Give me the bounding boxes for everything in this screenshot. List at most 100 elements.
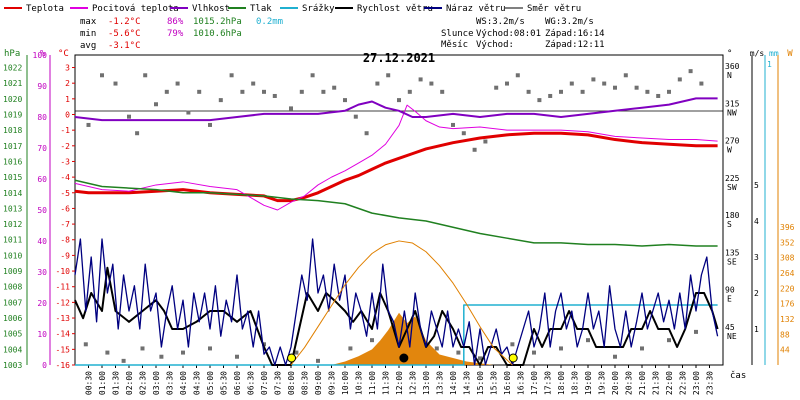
wind-dir-point	[218, 98, 223, 103]
wm2-tick-label: 176	[780, 300, 795, 309]
wm2-tick-label: 396	[780, 223, 795, 232]
dir-compass-label: SW	[727, 183, 737, 192]
dir-compass-label: NE	[727, 332, 737, 341]
degc-tick-label: 0	[65, 110, 70, 119]
wind-dir-point	[407, 89, 412, 94]
time-tick-label: 03:30	[166, 371, 175, 395]
wind-dir-point	[251, 81, 256, 86]
sun-label: Slunce	[441, 29, 474, 39]
wind-dir-point	[316, 358, 320, 363]
time-tick-label: 19:30	[598, 371, 607, 395]
wind-dir-point	[208, 346, 212, 351]
wind-dir-point	[348, 346, 353, 351]
degc-tick-label: -3	[60, 157, 70, 166]
time-tick-label: 01:30	[112, 371, 121, 395]
degc-tick-label: 3	[65, 64, 70, 73]
wind-dir-point	[667, 89, 671, 94]
moon-label: Měsíc	[441, 40, 468, 50]
wind-dir-point	[343, 98, 347, 103]
time-tick-label: 23:30	[706, 371, 715, 395]
stat-avg-label: avg	[80, 41, 96, 51]
time-tick-label: 18:30	[571, 371, 580, 395]
time-tick-label: 16:30	[517, 371, 526, 395]
wind-dir-point	[667, 338, 671, 343]
legend-label: Pocitová teplota	[92, 4, 179, 14]
stat-max-press: 1015.2hPa	[193, 17, 242, 27]
time-tick-label: 13:00	[422, 371, 431, 395]
time-tick-label: 16:00	[503, 371, 512, 395]
wind-dir-point	[235, 354, 239, 359]
hpa-tick-label: 1016	[3, 157, 22, 166]
ms-tick-label: 3	[754, 253, 759, 262]
stat-avg-temp: -3.1°C	[108, 41, 141, 51]
moonset-marker	[399, 353, 409, 363]
time-tick-label: 01:00	[98, 371, 107, 395]
wind-dir-point	[591, 77, 596, 82]
wind-dir-point	[440, 89, 445, 94]
time-tick-label: 20:00	[611, 371, 620, 395]
wind-dir-point	[434, 346, 439, 351]
hpa-tick-label: 1014	[3, 189, 22, 198]
wind-dir-point	[451, 122, 455, 127]
wind-dir-point	[456, 350, 461, 355]
wind-dir-point	[127, 114, 131, 119]
wind-dir-point	[478, 356, 482, 361]
time-tick-label: 05:30	[220, 371, 229, 395]
hpa-tick-label: 1003	[3, 361, 22, 370]
series-teplota	[74, 131, 718, 203]
dir-tick-label: 270	[725, 137, 740, 146]
time-tick-label: 05:00	[206, 371, 215, 395]
chart-legend: Teplota Pocitová teplota Vlhkost Tlak Srážky…	[4, 4, 581, 14]
time-tick-label: 02:30	[139, 371, 148, 395]
time-tick-label: 09:00	[314, 371, 323, 395]
wm2-tick-label: 88	[780, 330, 790, 339]
wind-gust-info: WG:3.2m/s	[545, 17, 594, 27]
time-tick-label: 02:00	[125, 371, 134, 395]
moonrise-time: Východ:	[476, 40, 514, 50]
stat-min-label: min	[80, 29, 96, 39]
time-tick-label: 06:00	[233, 371, 242, 395]
legend-label: Tlak	[250, 4, 272, 14]
series-naraz-vetru	[74, 238, 719, 366]
mm-tick-label: 1	[767, 60, 772, 69]
pct-tick-label: 90	[37, 82, 47, 91]
hpa-axis-title: hPa	[4, 49, 20, 59]
wind-dir-point	[418, 77, 423, 82]
hpa-tick-label: 1006	[3, 314, 22, 323]
wind-dir-point	[100, 73, 104, 78]
legend-label: Náraz větru	[446, 4, 506, 14]
time-tick-label: 11:30	[382, 371, 391, 395]
dir-tick-label: 315	[725, 99, 740, 108]
stat-min-temp: -5.6°C	[108, 29, 141, 39]
wind-dir-point	[559, 89, 563, 94]
pct-tick-label: 30	[37, 268, 47, 277]
wind-dir-point	[483, 139, 488, 144]
hpa-tick-label: 1021	[3, 79, 22, 88]
hpa-tick-label: 1012	[3, 220, 22, 229]
time-tick-label: 04:30	[193, 371, 202, 395]
degc-tick-label: -7	[60, 220, 70, 229]
wind-dir-point	[634, 85, 639, 90]
ms-tick-label: 1	[754, 325, 759, 334]
hpa-tick-label: 1017	[3, 142, 22, 151]
pct-tick-label: 40	[37, 237, 47, 246]
degc-tick-label: -12	[56, 298, 71, 307]
wind-dir-point	[623, 73, 628, 78]
wind-dir-point	[154, 102, 158, 107]
degc-tick-label: -6	[60, 204, 70, 213]
degc-tick-label: -14	[56, 330, 71, 339]
wind-dir-point	[386, 73, 391, 78]
hpa-tick-label: 1007	[3, 298, 22, 307]
wind-dir-point	[143, 73, 148, 78]
degc-tick-label: -8	[60, 236, 70, 245]
hpa-tick-label: 1022	[3, 64, 22, 73]
time-tick-label: 08:00	[287, 371, 296, 395]
stat-max-temp: -1.2°C	[108, 17, 141, 27]
wind-dir-point	[289, 106, 293, 111]
time-tick-label: 22:00	[665, 371, 674, 395]
time-tick-label: 21:30	[652, 371, 661, 395]
hpa-tick-label: 1011	[3, 236, 22, 245]
wind-dir-point	[83, 342, 88, 347]
dir-tick-label: 135	[725, 248, 740, 257]
